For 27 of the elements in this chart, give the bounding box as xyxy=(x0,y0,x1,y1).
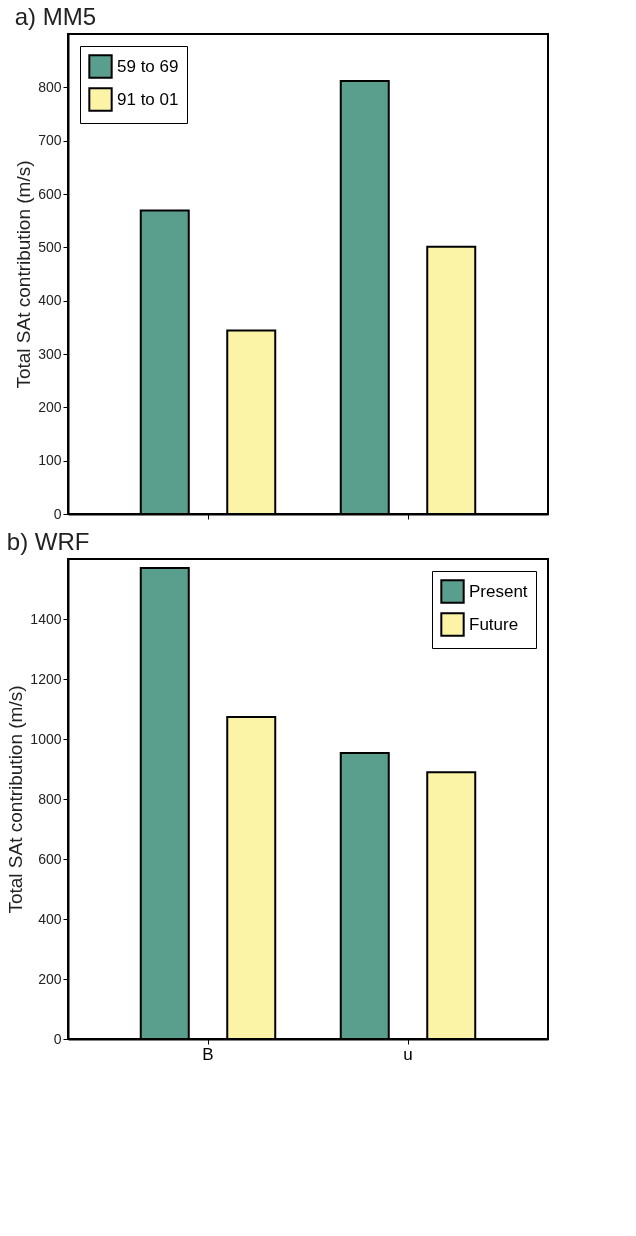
y-tick-label: 200 xyxy=(38,970,62,987)
y-axis-title: Total SAt contribution (m/s) xyxy=(13,160,35,389)
y-tick-label: 1400 xyxy=(30,610,62,627)
y-tick-label: 300 xyxy=(38,345,62,362)
y-tick-label: 500 xyxy=(38,238,62,255)
chart-title: a) MM5 xyxy=(14,3,96,30)
legend-label: 91 to 01 xyxy=(117,89,179,109)
y-tick-label: 600 xyxy=(38,185,62,202)
legend-label: 59 to 69 xyxy=(117,56,179,76)
y-tick-label: 700 xyxy=(38,132,62,149)
y-tick-label: 600 xyxy=(38,850,62,867)
x-tick-label: u xyxy=(403,1044,413,1064)
y-tick-label: 800 xyxy=(38,78,62,95)
y-tick-label: 200 xyxy=(38,398,62,415)
y-tick-label: 400 xyxy=(38,910,62,927)
y-tick-label: 0 xyxy=(53,1030,62,1047)
x-tick-label: B xyxy=(202,1044,214,1064)
chart-title: b) WRF xyxy=(6,528,90,555)
y-tick-label: 100 xyxy=(38,452,62,469)
y-tick-label: 1200 xyxy=(30,670,62,687)
y-tick-label: 400 xyxy=(38,292,62,309)
y-tick-label: 1000 xyxy=(30,730,62,747)
y-tick-label: 800 xyxy=(38,790,62,807)
y-axis-title: Total SAt contribution (m/s) xyxy=(5,685,27,914)
legend-label: Present xyxy=(469,581,528,601)
legend-label: Future xyxy=(469,614,519,634)
y-tick-label: 0 xyxy=(53,505,62,522)
